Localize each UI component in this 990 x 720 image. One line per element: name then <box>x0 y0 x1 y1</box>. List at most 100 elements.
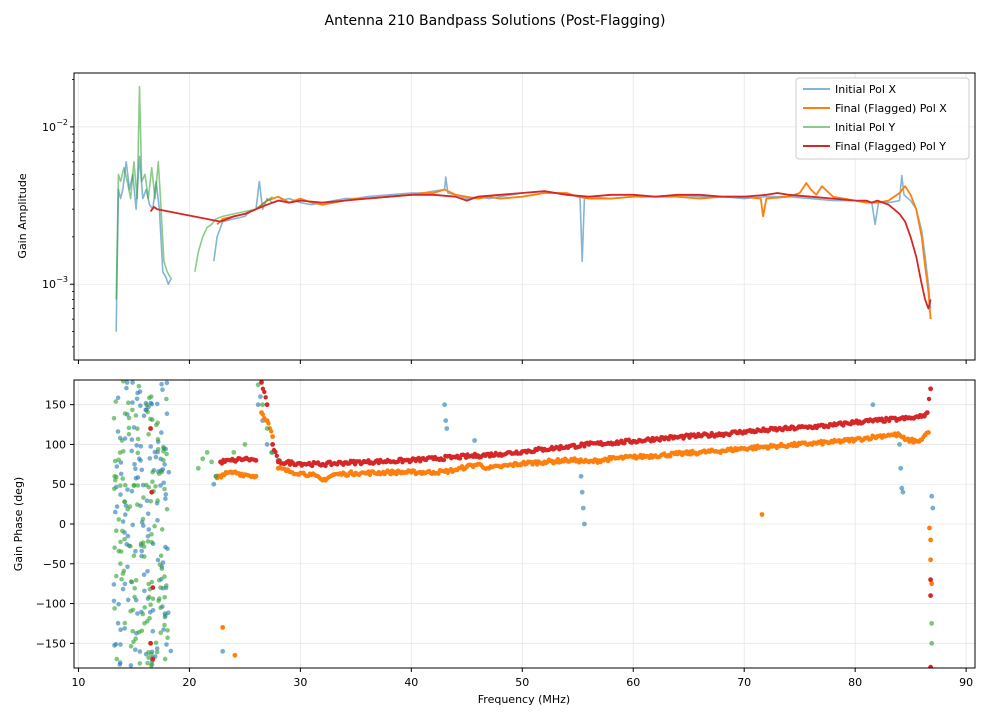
phase-y-tick-label: 100 <box>45 438 66 451</box>
phase-point <box>900 489 906 495</box>
phase-point <box>164 396 169 402</box>
phase-point <box>273 449 278 455</box>
x-tick-label: 30 <box>293 676 307 689</box>
phase-point <box>112 545 117 550</box>
phase-point <box>134 443 139 448</box>
phase-point <box>165 635 170 640</box>
phase-point <box>134 396 140 402</box>
x-tick-label: 60 <box>626 676 640 689</box>
phase-point <box>116 517 122 522</box>
phase-point <box>113 399 119 404</box>
phase-point <box>153 484 158 489</box>
legend-label-final-x: Final (Flagged) Pol X <box>835 102 947 115</box>
phase-point <box>138 403 143 409</box>
phase-point <box>158 630 163 635</box>
phase-point <box>163 492 169 497</box>
phase-point <box>115 429 121 434</box>
phase-point <box>132 462 137 467</box>
phase-point <box>141 544 147 549</box>
phase-point <box>146 485 152 490</box>
x-tick-label: 50 <box>515 676 529 689</box>
phase-point <box>118 642 123 647</box>
phase-y-tick-label: −100 <box>36 598 66 611</box>
phase-point <box>142 605 147 610</box>
phase-point <box>582 521 587 527</box>
phase-point <box>926 430 931 435</box>
phase-point <box>120 476 125 481</box>
phase-point <box>125 487 130 492</box>
phase-point <box>161 480 166 486</box>
phase-point <box>259 380 264 385</box>
phase-point <box>112 486 117 492</box>
phase-point <box>162 595 167 600</box>
phase-point <box>114 464 120 469</box>
phase-point <box>133 466 138 472</box>
phase-point <box>155 437 161 442</box>
phase-point <box>164 411 170 417</box>
phase-point <box>155 557 161 563</box>
phase-point <box>137 649 143 654</box>
phase-point <box>759 512 765 517</box>
phase-point <box>120 528 125 534</box>
x-tick-label: 70 <box>737 676 751 689</box>
amplitude-panel: 10−310−2 Gain Amplitude Initial Pol X Fi… <box>16 72 976 364</box>
phase-point <box>131 639 136 645</box>
phase-point <box>126 400 131 406</box>
phase-point <box>133 413 139 418</box>
phase-point <box>139 628 145 634</box>
phase-point <box>162 486 167 492</box>
phase-point <box>930 505 936 511</box>
phase-point <box>155 498 160 503</box>
phase-point <box>882 419 887 424</box>
phase-point <box>122 411 128 416</box>
phase-y-tick-label: −150 <box>36 637 66 650</box>
xlabel: Frequency (MHz) <box>478 693 570 706</box>
phase-point <box>128 643 134 649</box>
phase-point <box>578 473 584 479</box>
phase-point <box>157 578 162 583</box>
phase-point <box>117 450 123 455</box>
phase-point <box>929 581 935 587</box>
phase-point <box>870 402 876 408</box>
phase-point <box>123 503 129 508</box>
phase-point <box>146 527 152 532</box>
amplitude-line-initial-x <box>115 155 932 332</box>
phase-point <box>162 656 168 662</box>
phase-point <box>126 425 132 431</box>
phase-point <box>195 465 201 471</box>
phase-point <box>133 476 139 481</box>
phase-point <box>148 426 154 431</box>
phase-point <box>211 481 217 487</box>
phase-point <box>165 628 170 633</box>
phase-point <box>120 586 126 592</box>
phase-point <box>264 402 270 408</box>
phase-point <box>130 400 135 405</box>
amplitude-series-group <box>115 85 932 332</box>
phase-point <box>898 465 904 471</box>
phase-point <box>128 543 133 549</box>
phase-point <box>139 548 144 554</box>
phase-point <box>897 442 902 447</box>
phase-point <box>118 539 123 545</box>
phase-point <box>116 601 121 607</box>
phase-point <box>145 409 150 415</box>
phase-point <box>113 641 119 647</box>
phase-point <box>127 504 133 509</box>
phase-point <box>472 438 477 443</box>
phase-scatter-initial-x <box>211 394 936 654</box>
phase-point <box>927 525 932 531</box>
phase-point <box>131 553 137 558</box>
phase-point <box>148 640 154 646</box>
phase-point <box>166 469 172 475</box>
amplitude-y-tick-exponent: −3 <box>56 275 68 284</box>
phase-point <box>253 458 259 463</box>
phase-point <box>114 474 119 480</box>
phase-point <box>555 457 560 462</box>
phase-point <box>155 518 160 523</box>
phase-point <box>130 407 135 413</box>
phase-point <box>142 588 147 594</box>
phase-point <box>231 450 237 455</box>
phase-point <box>135 502 140 507</box>
phase-point <box>111 415 117 421</box>
phase-point <box>130 380 135 385</box>
